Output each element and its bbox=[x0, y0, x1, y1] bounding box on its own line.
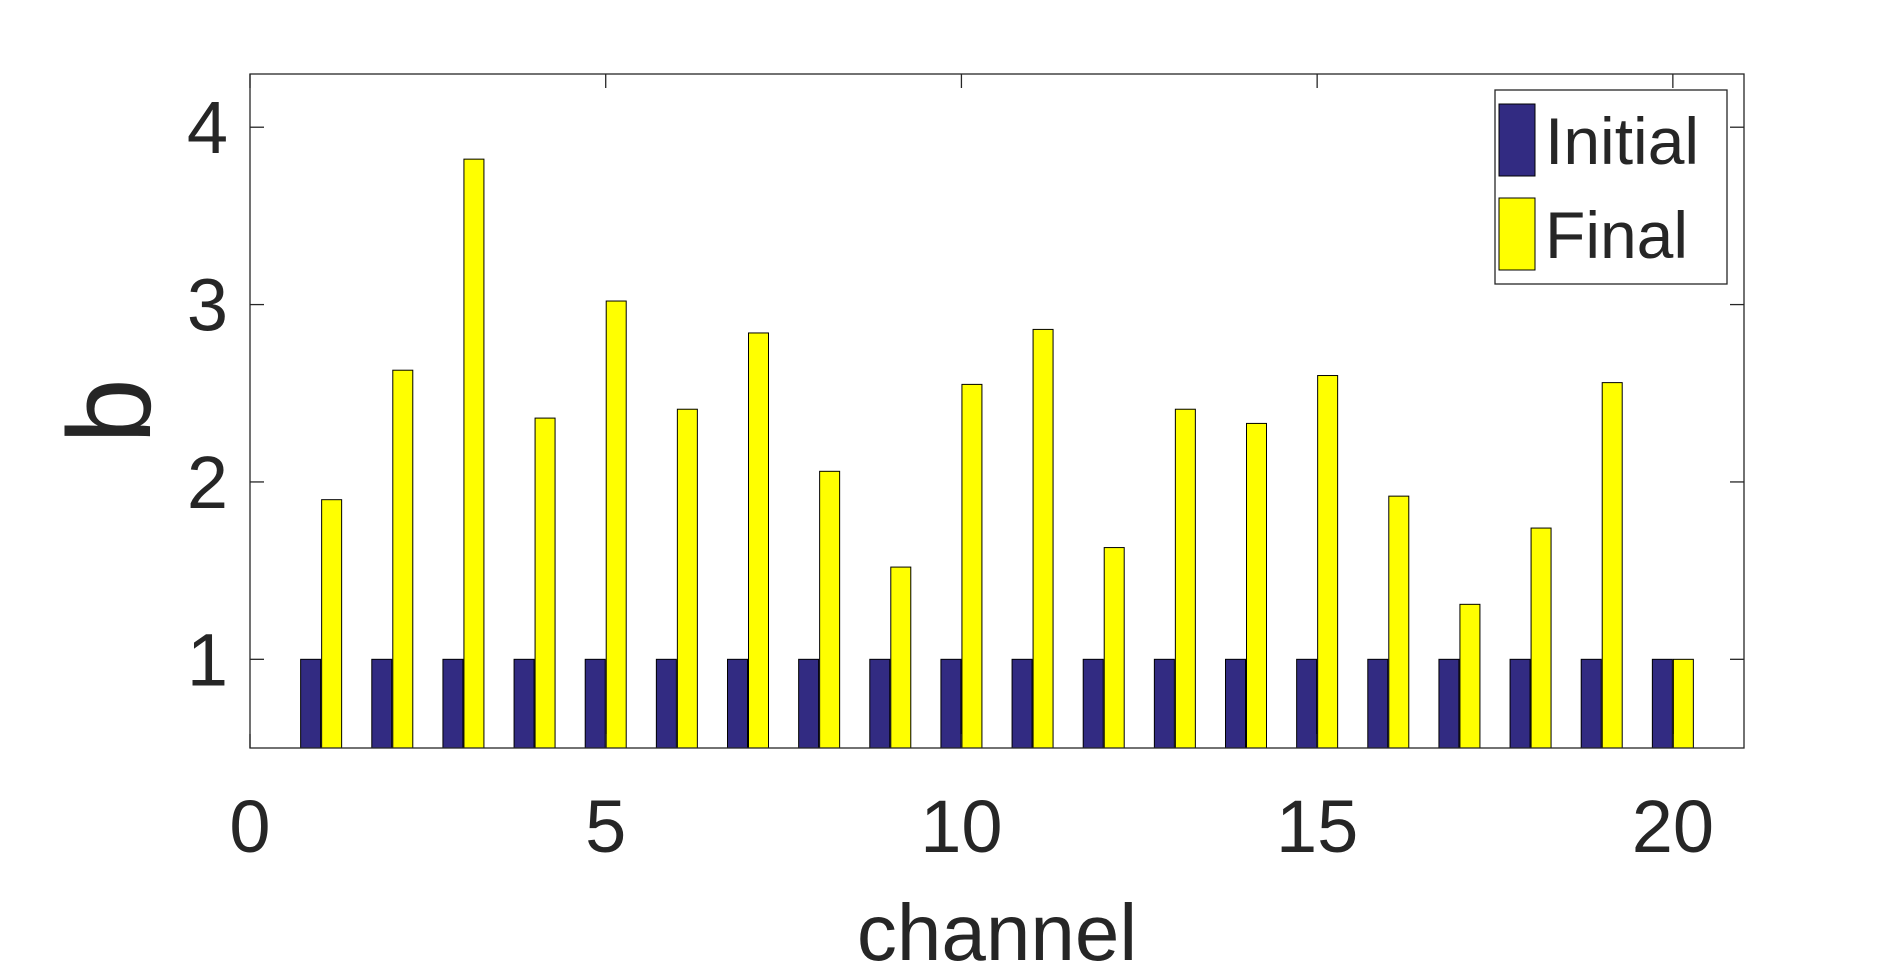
x-tick-label: 20 bbox=[1632, 785, 1714, 868]
bar-final-3 bbox=[463, 158, 485, 749]
bars bbox=[300, 158, 1694, 749]
bar-final-18 bbox=[1530, 527, 1552, 749]
bar-initial-1 bbox=[300, 658, 322, 749]
x-tick-label: 10 bbox=[920, 785, 1002, 868]
bar-initial-5 bbox=[584, 658, 606, 749]
y-tick-label: 2 bbox=[187, 441, 228, 524]
plot-frame bbox=[249, 73, 1745, 749]
bar-final-2 bbox=[392, 369, 414, 749]
bar-initial-16 bbox=[1367, 658, 1389, 749]
bar-final-7 bbox=[748, 332, 769, 749]
bar-final-12 bbox=[1103, 547, 1125, 749]
bar-initial-19 bbox=[1580, 658, 1602, 749]
bar-initial-14 bbox=[1225, 658, 1246, 749]
bar-final-17 bbox=[1459, 603, 1481, 749]
bar-initial-18 bbox=[1509, 658, 1531, 749]
legend-label-initial: Initial bbox=[1545, 104, 1699, 178]
y-tick-label: 3 bbox=[187, 264, 228, 347]
bar-initial-2 bbox=[371, 658, 393, 749]
x-tick-label: 5 bbox=[585, 785, 626, 868]
bar-initial-6 bbox=[655, 658, 677, 749]
x-axis-label: channel bbox=[857, 888, 1137, 968]
bar-final-16 bbox=[1388, 495, 1410, 749]
bar-final-5 bbox=[605, 300, 627, 749]
legend-swatch-final bbox=[1498, 197, 1536, 271]
ticks: 0 5 10 15 20 1 2 3 4 bbox=[187, 74, 1744, 868]
bar-initial-15 bbox=[1296, 658, 1318, 749]
bar-final-9 bbox=[890, 566, 912, 749]
bar-final-13 bbox=[1174, 408, 1196, 749]
bar-initial-12 bbox=[1082, 658, 1104, 749]
bar-initial-10 bbox=[940, 658, 962, 749]
bar-final-1 bbox=[321, 499, 343, 749]
bar-initial-8 bbox=[798, 658, 820, 749]
bar-final-19 bbox=[1601, 382, 1623, 749]
bar-initial-3 bbox=[442, 658, 464, 749]
bar-final-14 bbox=[1246, 422, 1267, 749]
axes-box bbox=[249, 73, 1745, 749]
bar-final-4 bbox=[534, 417, 556, 749]
bar-initial-7 bbox=[727, 658, 748, 749]
bar-initial-9 bbox=[869, 658, 891, 749]
bar-final-8 bbox=[819, 470, 841, 749]
bar-final-6 bbox=[676, 408, 698, 749]
legend-label-final: Final bbox=[1545, 198, 1688, 272]
bar-final-10 bbox=[961, 383, 983, 749]
bar-initial-20 bbox=[1651, 658, 1673, 749]
bar-initial-13 bbox=[1153, 658, 1175, 749]
y-tick-label: 1 bbox=[187, 618, 228, 701]
legend: Initial Final bbox=[1494, 89, 1728, 285]
y-tick-label: 4 bbox=[187, 86, 228, 169]
y-axis-label: b bbox=[44, 378, 176, 444]
bar-initial-4 bbox=[513, 658, 535, 749]
x-tick-label: 15 bbox=[1276, 785, 1358, 868]
bar-final-11 bbox=[1032, 328, 1054, 749]
legend-swatch-initial bbox=[1498, 103, 1536, 177]
bar-final-20 bbox=[1672, 658, 1694, 749]
x-tick-label: 0 bbox=[229, 785, 270, 868]
bar-initial-17 bbox=[1438, 658, 1460, 749]
bar-final-15 bbox=[1317, 375, 1339, 749]
bar-initial-11 bbox=[1011, 658, 1033, 749]
